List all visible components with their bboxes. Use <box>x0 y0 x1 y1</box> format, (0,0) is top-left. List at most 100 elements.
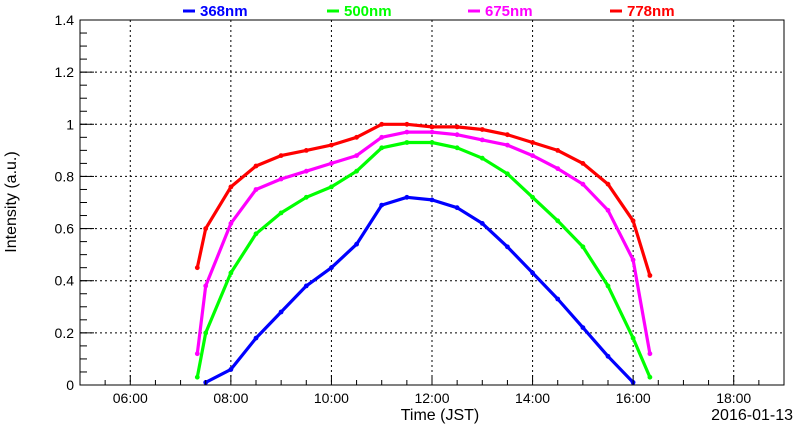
data-point <box>555 148 561 153</box>
data-point <box>530 153 535 159</box>
data-point <box>354 153 359 159</box>
legend-label: 500nm <box>344 3 392 20</box>
data-point <box>530 194 535 200</box>
x-tick-label: 06:00 <box>113 390 148 406</box>
data-point <box>555 218 561 224</box>
legend-label: 368nm <box>200 3 248 20</box>
data-point <box>404 140 410 145</box>
data-point <box>479 127 485 132</box>
data-point <box>429 140 435 145</box>
axes: 06:00 08:00 10:00 12:00 14:00 16:00 18:00 0 0.2 0… <box>55 12 785 406</box>
data-point <box>329 142 334 148</box>
data-point <box>303 283 309 289</box>
data-point <box>580 181 586 187</box>
data-point <box>454 132 460 138</box>
data-point <box>479 221 485 226</box>
x-tick-label: 18:00 <box>716 390 751 406</box>
data-point <box>253 335 259 341</box>
y-tick-label: 0.2 <box>55 325 75 341</box>
series-line <box>195 130 652 354</box>
data-point <box>605 181 611 187</box>
data-point <box>479 155 485 161</box>
data-point <box>203 330 209 336</box>
data-point <box>647 374 653 380</box>
legend: 368nm 500nm 675nm 778nm <box>183 3 675 20</box>
data-point <box>605 353 611 359</box>
y-tick-label: 0.4 <box>55 273 75 289</box>
x-tick-label: 12:00 <box>414 390 449 406</box>
data-point <box>580 244 586 250</box>
data-point <box>329 265 334 271</box>
data-point <box>630 335 636 341</box>
data-point <box>605 207 611 213</box>
legend-label: 675nm <box>485 3 533 20</box>
data-point <box>379 134 385 140</box>
data-point <box>228 367 234 372</box>
data-point <box>429 124 435 130</box>
data-point <box>454 205 460 211</box>
data-point <box>404 129 410 135</box>
data-point <box>505 142 510 148</box>
series-675nm <box>194 129 653 357</box>
data-point <box>354 168 359 174</box>
y-tick-label: 1.4 <box>55 12 75 28</box>
data-point <box>228 184 234 190</box>
data-point <box>253 163 259 169</box>
data-point <box>253 231 259 237</box>
data-point <box>278 176 284 182</box>
x-tick-label: 16:00 <box>616 390 651 406</box>
data-point <box>630 218 636 224</box>
series-368nm <box>203 194 636 385</box>
data-point <box>605 283 611 289</box>
data-point <box>203 226 209 232</box>
data-point <box>379 202 385 208</box>
series-778nm <box>194 121 653 278</box>
data-point <box>303 168 309 174</box>
y-tick-label: 0 <box>66 377 74 393</box>
y-axis-title: Intensity (a.u.) <box>3 151 20 252</box>
data-point <box>303 148 309 153</box>
data-point <box>647 351 653 357</box>
data-point <box>278 210 284 216</box>
data-point <box>505 244 510 250</box>
data-point <box>505 171 510 177</box>
data-point <box>454 124 460 130</box>
data-point <box>329 184 334 190</box>
data-point <box>303 194 309 200</box>
data-point <box>194 351 200 357</box>
series-layer <box>194 121 653 385</box>
data-point <box>228 270 234 276</box>
data-point <box>278 153 284 159</box>
data-point <box>329 161 334 166</box>
grid <box>80 20 784 385</box>
data-point <box>580 161 586 166</box>
data-point <box>429 197 435 203</box>
x-tick-label: 08:00 <box>213 390 248 406</box>
data-point <box>555 296 561 302</box>
data-point <box>530 270 535 276</box>
series-500nm <box>194 140 653 380</box>
legend-label: 778nm <box>627 3 675 20</box>
data-point <box>379 145 385 151</box>
y-tick-label: 1 <box>66 116 74 132</box>
x-tick-label: 14:00 <box>515 390 550 406</box>
data-point <box>253 187 259 192</box>
data-point <box>203 283 209 289</box>
data-point <box>647 273 653 278</box>
series-line <box>195 140 652 378</box>
y-tick-label: 0.6 <box>55 221 75 237</box>
data-point <box>404 194 410 200</box>
data-point <box>555 166 561 172</box>
data-point <box>194 265 200 271</box>
data-point <box>228 221 234 226</box>
data-point <box>404 121 410 127</box>
series-line <box>195 122 652 276</box>
data-point <box>454 145 460 151</box>
data-point <box>194 374 200 380</box>
y-tick-label: 1.2 <box>55 64 75 80</box>
data-point <box>354 241 359 247</box>
x-tick-label: 10:00 <box>314 390 349 406</box>
data-point <box>354 134 359 140</box>
data-point <box>630 257 636 263</box>
